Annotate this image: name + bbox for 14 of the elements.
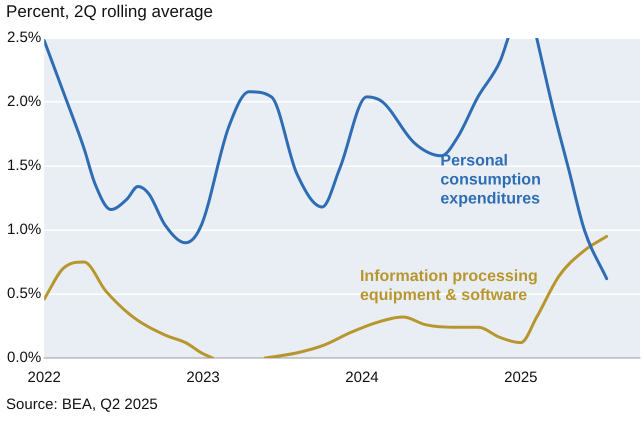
- y-tick-label: 1.5%: [6, 157, 42, 174]
- series-label: Personal consumption expenditures: [440, 152, 541, 208]
- source-note: Source: BEA, Q2 2025: [6, 396, 158, 413]
- y-tick-label: 1.0%: [6, 221, 42, 238]
- x-tick-label: 2024: [345, 369, 379, 386]
- series-label: Information processing equipment & software: [360, 268, 538, 304]
- y-tick-label: 0.5%: [6, 285, 42, 302]
- y-tick-label: 2.0%: [6, 93, 42, 110]
- y-tick-label: 0.0%: [6, 349, 42, 366]
- y-tick-label: 2.5%: [6, 29, 42, 46]
- x-tick-label: 2025: [504, 369, 538, 386]
- chart-subtitle: Percent, 2Q rolling average: [6, 2, 213, 22]
- x-tick-label: 2023: [186, 369, 220, 386]
- x-tick-label: 2022: [28, 369, 61, 386]
